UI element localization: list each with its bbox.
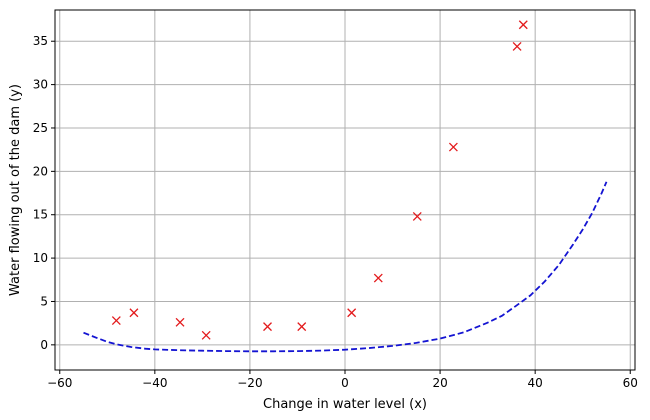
grid bbox=[55, 10, 635, 370]
data-point-x-marker bbox=[201, 330, 211, 340]
fit-curve-layer bbox=[83, 181, 608, 353]
y-tick-label: 30 bbox=[33, 78, 48, 92]
y-tick-label: 20 bbox=[33, 164, 48, 178]
data-point-x-marker bbox=[297, 322, 307, 332]
data-point-x-marker bbox=[347, 308, 357, 318]
data-point-x-marker bbox=[111, 316, 121, 326]
data-point-x-marker bbox=[518, 20, 528, 30]
tick-labels: −60 −40 −20 0 20 40 60 0 5 10 15 20 25 30 35 bbox=[33, 34, 638, 390]
data-point-x-marker bbox=[448, 142, 458, 152]
data-point-x-marker bbox=[263, 322, 272, 332]
data-point-x-marker bbox=[412, 211, 422, 221]
data-point-x-marker bbox=[175, 317, 185, 327]
data-point-x-marker bbox=[512, 41, 522, 51]
y-tick-label: 25 bbox=[33, 121, 48, 135]
scatter-points-layer bbox=[111, 20, 528, 340]
x-tick-label: 40 bbox=[528, 376, 543, 390]
x-tick-label: 20 bbox=[432, 376, 447, 390]
y-tick-label: 0 bbox=[40, 338, 48, 352]
y-tick-label: 10 bbox=[33, 251, 48, 265]
x-tick-label: 0 bbox=[341, 376, 349, 390]
y-tick-label: 15 bbox=[33, 208, 48, 222]
x-tick-label: 60 bbox=[623, 376, 638, 390]
x-tick-label: −60 bbox=[47, 376, 72, 390]
data-point-x-marker bbox=[129, 308, 139, 318]
x-tick-label: −40 bbox=[142, 376, 167, 390]
fit-curve-line bbox=[83, 181, 608, 353]
x-axis-label: Change in water level (x) bbox=[263, 397, 427, 412]
y-tick-label: 5 bbox=[40, 294, 48, 308]
y-tick-label: 35 bbox=[33, 34, 48, 48]
data-point-x-marker bbox=[373, 273, 383, 283]
y-axis-label: Water flowing out of the dam (y) bbox=[8, 84, 23, 296]
x-tick-label: −20 bbox=[237, 376, 262, 390]
tick-marks bbox=[51, 40, 631, 374]
